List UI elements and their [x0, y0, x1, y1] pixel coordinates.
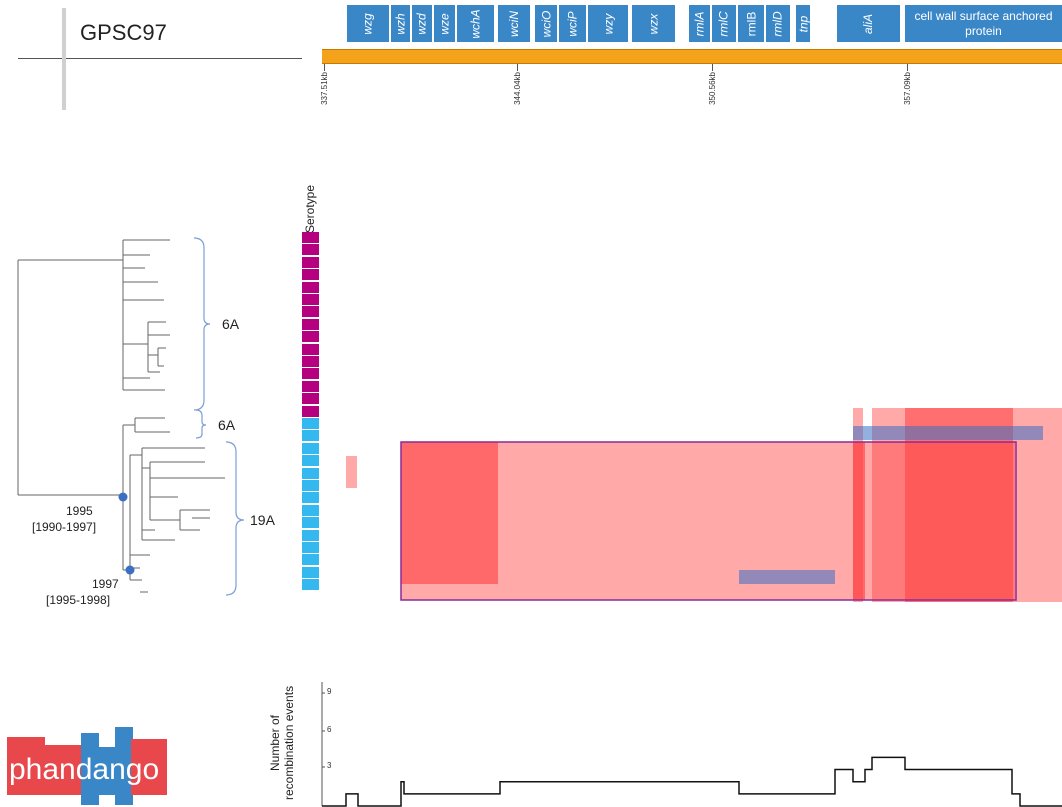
terminal-recombination-block: [853, 426, 1043, 440]
serotype-cell-19A: [302, 442, 319, 454]
serotype-cell-19A: [302, 467, 319, 479]
serotype-cell-6A: [302, 281, 319, 293]
gene-rmlB[interactable]: rmlB: [738, 5, 764, 42]
recombination-block: [346, 456, 357, 488]
ytick-label: 6: [327, 725, 332, 734]
serotype-cell-6A: [302, 294, 319, 305]
gene-rmlC[interactable]: rmlC: [712, 5, 736, 42]
recombination-events-chart: [321, 682, 1062, 807]
gene-wzx[interactable]: wzx: [632, 5, 675, 42]
chart-ylabel: Number of recombination events: [268, 685, 296, 801]
genome-tick-mark: [517, 64, 518, 71]
gene-aliA[interactable]: aliA: [837, 5, 900, 42]
genome-tick-label: 357.09kb: [903, 72, 912, 105]
series-line: [322, 756, 1062, 807]
serotype-cell-19A: [302, 430, 319, 442]
node-date-1997: 1997 [1995-1998]: [46, 577, 119, 607]
phylogenetic-tree: [17, 237, 245, 596]
serotype-cell-6A: [302, 269, 319, 281]
header-divider-vertical: [62, 8, 66, 110]
recombination-panel: [346, 408, 1062, 602]
gene-wzy[interactable]: wzy: [588, 5, 628, 42]
gene-wzd[interactable]: wzd: [412, 5, 432, 42]
gene-tnp[interactable]: tnp: [796, 5, 810, 42]
serotype-cell-19A: [302, 455, 319, 467]
serotype-cell-6A: [302, 380, 319, 392]
genome-axis-bar: [322, 49, 1062, 64]
page-title: GPSC97: [80, 20, 167, 45]
serotype-cell-19A: [302, 579, 319, 591]
header-divider-horizontal: [18, 58, 302, 59]
selected-region-box[interactable]: [400, 441, 1017, 601]
genome-tick-label: 337.51kb: [320, 72, 329, 105]
genome-tick-label: 344.04kb: [513, 72, 522, 105]
serotype-cell-19A: [302, 542, 319, 553]
genome-tick-mark: [907, 64, 908, 71]
serotype-column-label: Serotype: [303, 185, 317, 234]
ytick-label: 3: [327, 761, 332, 770]
serotype-cell-6A: [302, 343, 319, 355]
serotype-cell-6A: [302, 318, 319, 330]
clade-label: 6A: [222, 316, 240, 332]
clade-label: 6A: [218, 417, 236, 433]
serotype-cell-19A: [302, 566, 319, 578]
serotype-cell-6A: [302, 256, 319, 268]
recombination-block: [853, 442, 865, 600]
serotype-cell-6A: [302, 393, 319, 405]
terminal-recombination-block: [739, 570, 835, 584]
serotype-cell-6A: [302, 232, 319, 243]
gene-wchA[interactable]: wchA: [457, 5, 494, 42]
gene-wciP[interactable]: wciP: [559, 5, 586, 42]
serotype-cell-6A: [302, 331, 319, 343]
genome-tick-label: 350.56kb: [708, 72, 717, 105]
node-date-1995: 1995 [1990-1997]: [32, 504, 97, 534]
recombination-block: [401, 442, 498, 584]
recombination-block: [905, 408, 1013, 602]
serotype-cell-19A: [302, 517, 319, 529]
serotype-cell-19A: [302, 529, 319, 541]
ytick-label: 9: [327, 687, 332, 696]
serotype-cell-6A: [302, 306, 319, 318]
phandango-logo: phandango: [7, 727, 167, 805]
gene-wze[interactable]: wze: [434, 5, 455, 42]
logo-text: phandango: [9, 753, 159, 786]
gene-rmlD[interactable]: rmlD: [766, 5, 790, 42]
gene-wzh[interactable]: wzh: [391, 5, 410, 42]
serotype-cell-19A: [302, 504, 319, 516]
gene-wciO[interactable]: wciO: [535, 5, 557, 42]
gene-rmlA[interactable]: rmlA: [689, 5, 710, 42]
node-date-marker: [125, 565, 135, 575]
serotype-cell-19A: [302, 492, 319, 504]
serotype-cell-6A: [302, 368, 319, 380]
serotype-cell-6A: [302, 244, 319, 256]
serotype-cell-19A: [302, 554, 319, 566]
gene-wzg[interactable]: wzg: [347, 5, 389, 42]
serotype-cell-6A: [302, 356, 319, 367]
gene-wciN[interactable]: wciN: [498, 5, 530, 42]
gene-cell-wall-surface-anchored-protein[interactable]: cell wall surface anchored protein: [905, 5, 1062, 42]
recombination-block: [401, 442, 1015, 600]
genome-tick-mark: [712, 64, 713, 71]
genome-tick-mark: [324, 64, 325, 71]
node-date-marker: [118, 492, 128, 502]
serotype-cell-19A: [302, 480, 319, 491]
serotype-cell-6A: [302, 405, 319, 417]
serotype-cell-19A: [302, 418, 319, 429]
clade-label: 19A: [250, 512, 275, 528]
